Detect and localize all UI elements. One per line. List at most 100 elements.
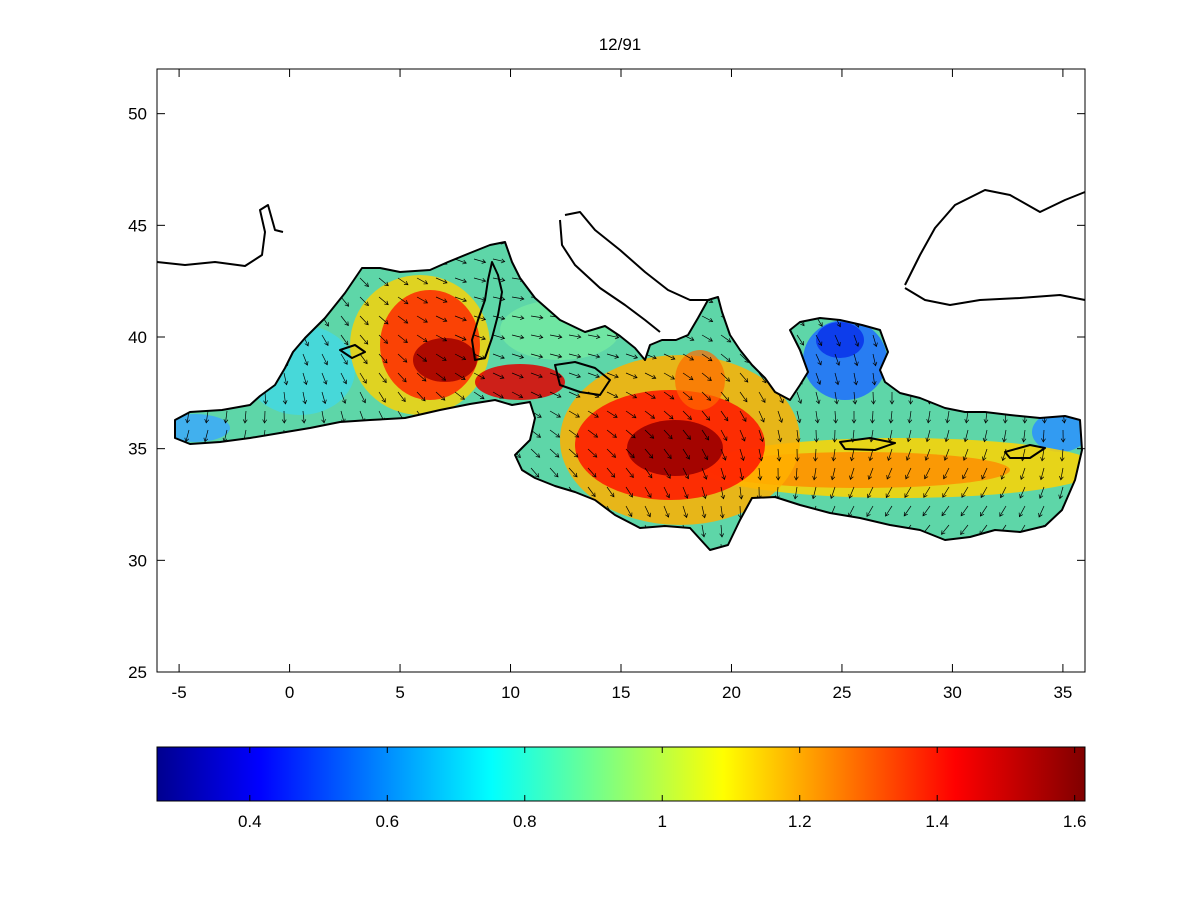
wind-arrow-head <box>686 435 691 440</box>
wind-arrow-head <box>981 456 987 462</box>
wind-arrow <box>416 372 427 382</box>
wind-arrow <box>815 353 822 366</box>
wind-arrow <box>568 429 579 438</box>
wind-arrow-head <box>595 373 600 379</box>
wind-arrow <box>796 429 799 442</box>
wind-arrow <box>321 334 329 346</box>
wind-arrow <box>606 334 619 338</box>
wind-arrow-head <box>442 356 447 361</box>
wind-arrow <box>701 410 710 421</box>
wind-arrow <box>587 410 599 418</box>
wind-arrow-head <box>942 474 948 480</box>
wind-arrow-head <box>943 456 949 461</box>
wind-arrow <box>454 277 467 283</box>
wind-arrow-head <box>872 361 878 367</box>
wind-arrow <box>340 372 347 384</box>
wind-arrow <box>359 315 369 325</box>
wind-arrow-head <box>519 374 524 379</box>
aegean-core-zone <box>816 322 864 358</box>
wind-arrow <box>701 467 707 480</box>
wind-arrow-head <box>703 475 708 480</box>
wind-arrow <box>511 315 524 319</box>
wind-arrow <box>473 258 486 263</box>
wind-arrow-head <box>741 437 746 442</box>
wind-arrow <box>378 277 389 286</box>
wind-arrow-head <box>849 456 855 462</box>
wind-arrow <box>644 448 654 459</box>
wind-arrow-head <box>665 493 670 499</box>
wind-arrow <box>682 505 688 518</box>
wind-arrow-head <box>647 493 652 498</box>
wind-arrow-head <box>481 316 487 321</box>
map-title: 12/91 <box>599 35 642 54</box>
wind-arrow <box>587 334 600 338</box>
wind-arrow <box>204 429 209 442</box>
wind-arrow-head <box>204 419 210 424</box>
wind-arrow-head <box>848 494 853 499</box>
wind-arrow-head <box>321 418 326 424</box>
wind-arrow <box>454 372 466 380</box>
wind-arrow-head <box>537 393 543 398</box>
wind-arrow <box>907 429 912 442</box>
wind-arrow <box>549 410 561 418</box>
wind-arrow <box>887 448 893 461</box>
wind-arrow <box>682 486 688 499</box>
wind-arrow <box>359 334 369 345</box>
wind-arrow <box>872 353 876 366</box>
wind-arrow-head <box>203 437 209 443</box>
wind-arrow-head <box>461 336 467 341</box>
wind-arrow <box>720 524 723 537</box>
wind-arrow <box>416 277 428 285</box>
sicily-strait-red <box>475 364 565 400</box>
y-tick-label: 35 <box>128 440 147 459</box>
wind-arrow-head <box>793 495 798 500</box>
wind-arrow-head <box>403 300 409 305</box>
wind-arrow-head <box>669 395 675 400</box>
wind-arrow <box>739 505 741 519</box>
wind-arrow-head <box>980 512 985 517</box>
wind-arrow <box>359 372 367 384</box>
wind-arrow <box>942 486 950 498</box>
wind-arrow <box>511 334 524 339</box>
wind-arrow-head <box>813 457 818 462</box>
wind-arrow-head <box>423 280 429 285</box>
wind-arrow <box>682 353 694 361</box>
wind-arrow <box>1023 429 1026 442</box>
wind-arrow <box>758 410 765 423</box>
wind-arrow <box>794 486 798 499</box>
wind-arrow-head <box>816 380 822 385</box>
wind-arrow-head <box>537 413 542 418</box>
wind-arrow <box>720 372 730 382</box>
wind-arrow-head <box>835 361 841 366</box>
wind-arrow-head <box>628 512 633 518</box>
wind-arrow-head <box>868 456 873 462</box>
wind-arrow-head <box>1041 438 1046 443</box>
wind-arrow <box>435 296 448 303</box>
wind-arrow-head <box>724 416 729 422</box>
wind-arrow-head <box>324 341 329 346</box>
wind-arrow <box>1003 429 1007 442</box>
colorbar-tick-label: 1.6 <box>1063 812 1087 831</box>
wind-arrow-head <box>594 413 599 418</box>
wind-arrow-head <box>629 473 634 479</box>
x-tick-label: 30 <box>943 683 962 702</box>
wind-arrow-head <box>922 511 927 517</box>
wind-arrow <box>397 296 409 305</box>
wind-arrow <box>205 410 209 423</box>
wind-arrow-head <box>500 296 506 302</box>
wind-arrow-head <box>923 493 928 498</box>
wind-arrow <box>869 448 874 461</box>
wind-arrow <box>720 505 724 518</box>
wind-arrow-head <box>867 475 873 480</box>
wind-arrow-head <box>1002 419 1008 424</box>
wind-arrow-head <box>302 399 308 405</box>
wind-arrow-head <box>797 399 803 404</box>
wind-arrow-head <box>1022 419 1028 424</box>
wind-arrow-head <box>818 322 823 327</box>
wind-arrow <box>1038 505 1045 518</box>
wind-arrow-head <box>962 456 968 461</box>
wind-arrow-head <box>554 472 559 478</box>
wind-arrow-head <box>575 393 581 398</box>
wind-arrow <box>321 391 326 404</box>
wind-arrow-head <box>885 493 890 499</box>
